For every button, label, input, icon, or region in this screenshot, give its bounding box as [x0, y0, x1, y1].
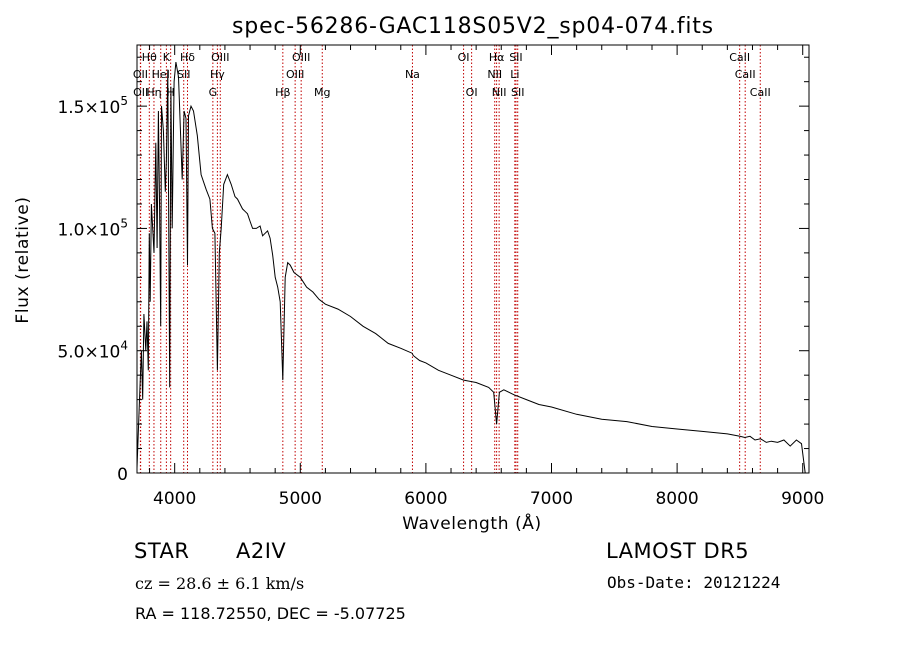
y-axis-label: Flux (relative) [13, 196, 33, 323]
line-marker-label: G [209, 86, 218, 99]
line-marker-label: Hδ [180, 51, 195, 64]
line-marker-label: HeI [152, 68, 170, 81]
x-tick-label: 7000 [530, 489, 573, 509]
line-marker-label: Mg [314, 86, 330, 99]
object-class: STAR [134, 539, 190, 563]
line-marker-label: Hα [489, 51, 505, 64]
line-marker-label: CaII [729, 51, 750, 64]
line-marker-label: K [163, 51, 171, 64]
plot-frame [136, 44, 810, 474]
x-tick-label: 5000 [279, 489, 322, 509]
object-subclass: A2IV [236, 539, 287, 563]
line-marker-label: CaII [735, 68, 756, 81]
coordinates: RA = 118.72550, DEC = -5.07725 [135, 604, 406, 623]
line-markers [139, 45, 761, 473]
line-marker-label: OIII [286, 68, 304, 81]
redshift-velocity: cz = 28.6 ± 6.1 km/s [135, 574, 305, 593]
x-tick-label: 6000 [404, 489, 447, 509]
line-marker-label: CaII [750, 86, 771, 99]
y-tick-label: 5.0×104 [57, 339, 128, 363]
line-marker-label: Na [405, 68, 420, 81]
line-marker-label: NII [487, 68, 502, 81]
line-marker-label: OIII [292, 51, 310, 64]
line-marker-label: SII [509, 51, 522, 64]
observation-date: Obs-Date: 20121224 [607, 573, 781, 592]
line-marker-label: Hγ [210, 68, 225, 81]
line-marker-label: SII [177, 68, 190, 81]
line-marker-label: OII [133, 68, 148, 81]
y-axis: 0 5.0×104 1.0×105 1.5×105 [57, 56, 809, 485]
spectrum-line [136, 62, 806, 474]
y-tick-label: 1.5×105 [57, 94, 128, 118]
y-tick-label: 0 [117, 465, 128, 485]
line-marker-label: SII [511, 86, 524, 99]
line-marker-label: Hβ [275, 86, 290, 99]
line-marker-label: Hη [146, 86, 161, 99]
line-marker-label: OIII [211, 51, 229, 64]
x-axis-label: Wavelength (Å) [402, 512, 542, 534]
line-marker-label: OI [458, 51, 470, 64]
x-axis: 4000 5000 6000 7000 8000 9000 [149, 45, 824, 509]
x-tick-label: 8000 [655, 489, 698, 509]
x-tick-label: 9000 [781, 489, 824, 509]
line-marker-label: Hθ [142, 51, 157, 64]
chart-title: spec-56286-GAC118S05V2_sp04-074.fits [232, 14, 714, 39]
line-marker-label: OI [466, 86, 478, 99]
line-marker-label: Li [510, 68, 519, 81]
x-tick-label: 4000 [153, 489, 196, 509]
line-marker-label: NII [492, 86, 507, 99]
survey-name: LAMOST DR5 [606, 539, 750, 563]
line-marker-labels: Hθ K Hδ OIII OIII OI Hα SII CaII OII HeI SII Hγ OIII N… [133, 51, 771, 99]
y-tick-label: 1.0×105 [57, 216, 128, 240]
